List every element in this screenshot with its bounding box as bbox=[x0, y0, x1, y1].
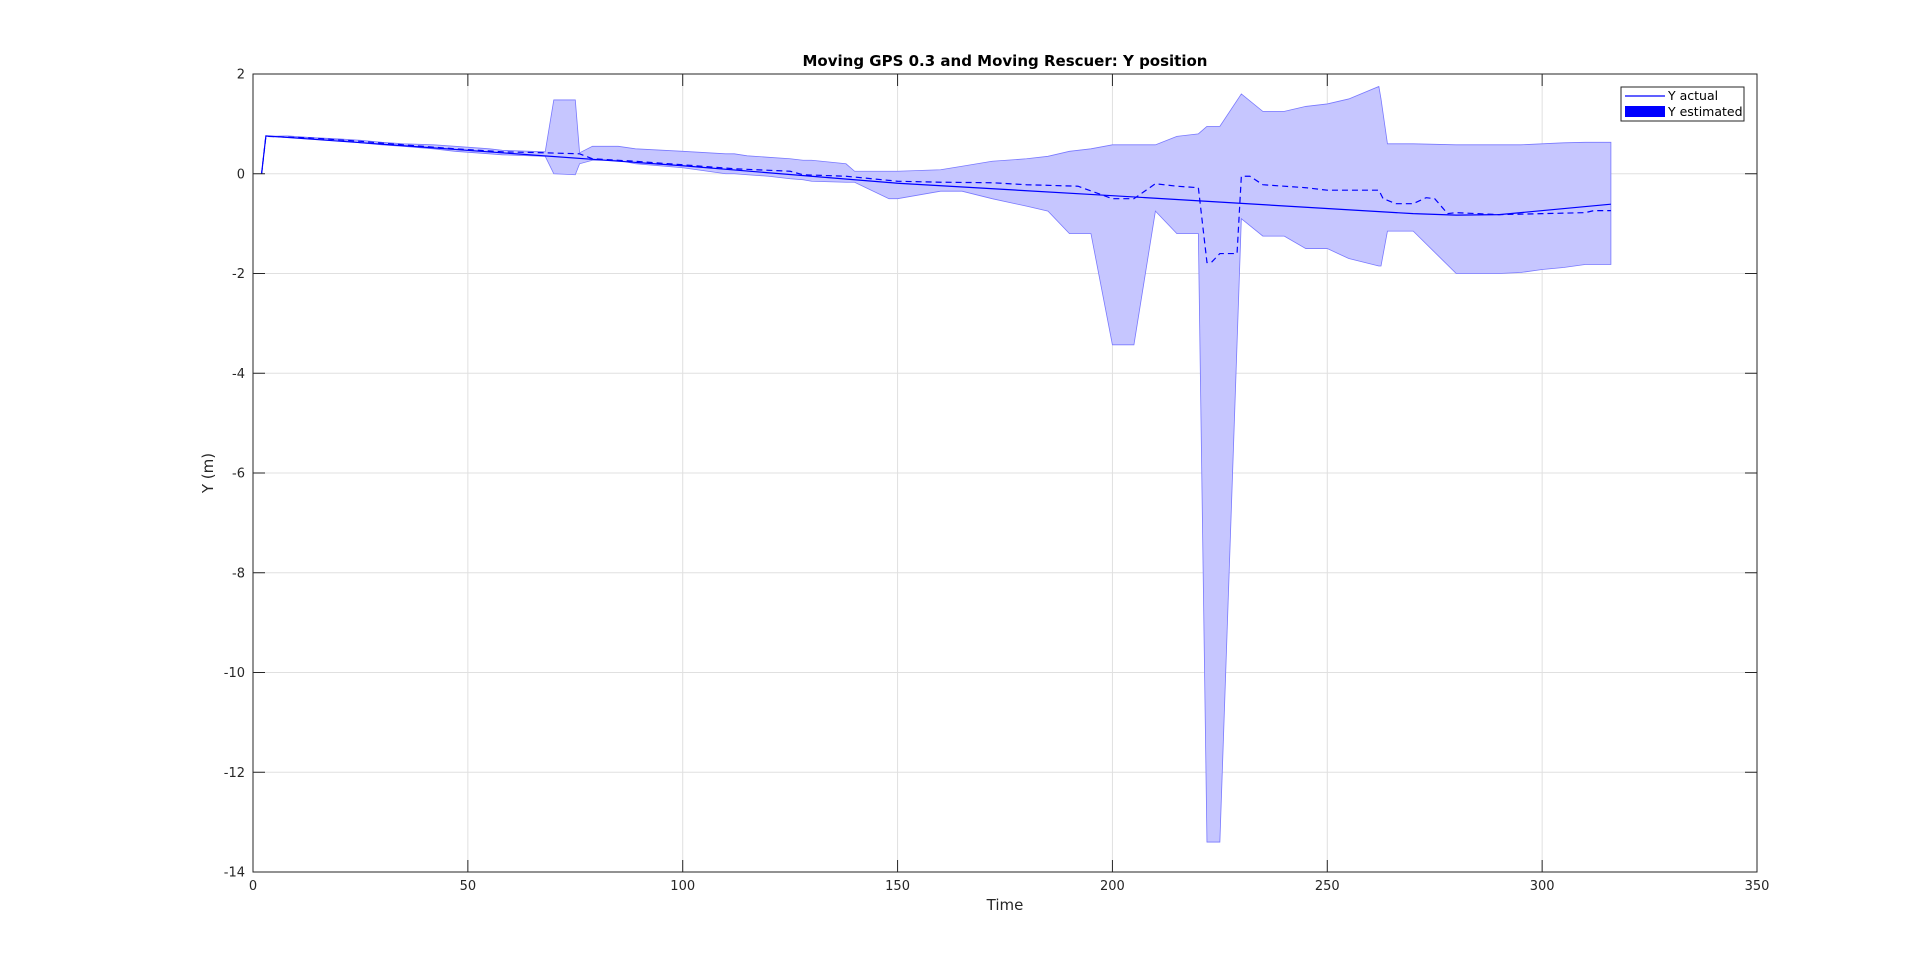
y-tick-label: -4 bbox=[232, 367, 245, 382]
x-tick-label: 50 bbox=[460, 879, 477, 894]
line-y-actual bbox=[260, 135, 1611, 216]
x-tick-label: 350 bbox=[1745, 879, 1770, 894]
legend-swatch-y-estimated bbox=[1625, 106, 1665, 117]
y-tick-label: -10 bbox=[224, 666, 245, 681]
y-tick-label: 2 bbox=[237, 68, 245, 83]
y-tick-label: -8 bbox=[232, 566, 245, 581]
x-axis-label: Time bbox=[986, 896, 1024, 914]
x-tick-label: 300 bbox=[1530, 879, 1555, 894]
chart-title: Moving GPS 0.3 and Moving Rescuer: Y pos… bbox=[803, 52, 1208, 70]
line-layer bbox=[260, 135, 1611, 264]
band-y-estimated bbox=[265, 85, 1612, 843]
x-tick-label: 200 bbox=[1100, 879, 1125, 894]
y-axis-label: Y (m) bbox=[199, 453, 217, 494]
legend-entry-y-actual: Y actual bbox=[1667, 88, 1718, 103]
y-tick-label: -6 bbox=[232, 467, 245, 482]
tick-layer: 0 50 100 150 200 250 300 350 2 0 -2 -4 -6 -8 -10 -12 -14 bbox=[224, 68, 1770, 895]
line-y-estimate-mean bbox=[260, 135, 1611, 264]
x-tick-label: 150 bbox=[885, 879, 910, 894]
x-tick-label: 0 bbox=[249, 879, 257, 894]
legend-box bbox=[1620, 86, 1745, 122]
y-tick-label: -14 bbox=[224, 866, 245, 881]
x-tick-label: 100 bbox=[670, 879, 695, 894]
y-tick-label: -12 bbox=[224, 766, 245, 781]
legend: Y actual Y estimated bbox=[1620, 86, 1745, 122]
y-tick-label: -2 bbox=[232, 267, 245, 282]
band-layer bbox=[265, 85, 1612, 843]
y-tick-label: 0 bbox=[237, 167, 245, 182]
x-tick-label: 250 bbox=[1315, 879, 1340, 894]
legend-entry-y-estimated: Y estimated bbox=[1667, 104, 1743, 119]
